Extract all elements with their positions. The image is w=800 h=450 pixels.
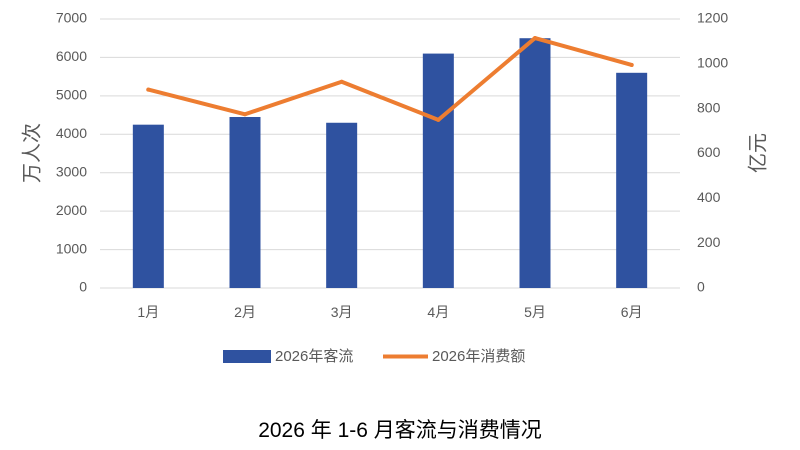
- legend-label-line: 2026年消费额: [432, 348, 525, 365]
- y2-tick-label: 1000: [697, 55, 728, 71]
- x-tick-label: 6月: [621, 304, 643, 320]
- gridlines: [100, 18, 680, 289]
- y2-tick-label: 800: [697, 99, 721, 115]
- x-tick-label: 3月: [331, 304, 353, 320]
- y2-tick-label: 600: [697, 144, 721, 160]
- y2-tick-label: 200: [697, 234, 721, 250]
- bar: [422, 53, 454, 289]
- right-y-axis: 0 200 400 600 800 1000 1200: [697, 10, 728, 295]
- x-tick-label: 4月: [427, 304, 449, 320]
- line-point: [629, 62, 634, 67]
- y2-tick-label: 400: [697, 189, 721, 205]
- bar: [616, 72, 648, 288]
- bar-series: [132, 38, 648, 289]
- bar: [519, 38, 551, 288]
- legend-swatch-bar: [223, 350, 271, 363]
- right-axis-title: 亿元: [746, 133, 769, 173]
- chart-title: 2026 年 1-6 月客流与消费情况: [258, 419, 542, 442]
- bar: [229, 116, 261, 288]
- y-tick-label: 0: [79, 279, 87, 295]
- x-axis: 1月 2月 3月 4月 5月 6月: [137, 304, 642, 320]
- y2-tick-label: 1200: [697, 10, 728, 26]
- y-tick-label: 4000: [56, 125, 87, 141]
- y-tick-label: 3000: [56, 163, 87, 179]
- line-point: [146, 87, 151, 92]
- series-line: [146, 36, 634, 122]
- y-tick-label: 7000: [56, 10, 87, 26]
- left-y-axis: 0 1000 2000 3000 4000 5000 6000 7000: [56, 10, 87, 295]
- line-point: [243, 112, 247, 117]
- y-tick-label: 1000: [56, 240, 87, 256]
- bar: [132, 124, 164, 288]
- left-axis-title: 万人次: [20, 123, 43, 183]
- x-tick-label: 5月: [524, 304, 546, 320]
- line-point: [339, 79, 344, 84]
- legend-label-bar: 2026年客流: [275, 348, 353, 365]
- legend: 2026年客流 2026年消费额: [223, 348, 525, 365]
- x-tick-label: 2月: [234, 304, 256, 320]
- line-point: [436, 117, 441, 122]
- x-tick-label: 1月: [137, 304, 159, 320]
- y2-tick-label: 0: [697, 279, 705, 295]
- line-series: [146, 36, 634, 122]
- line-point: [533, 36, 537, 41]
- y-tick-label: 5000: [56, 87, 87, 103]
- y-tick-label: 2000: [56, 202, 87, 218]
- bar: [326, 122, 358, 288]
- y-tick-label: 6000: [56, 48, 87, 64]
